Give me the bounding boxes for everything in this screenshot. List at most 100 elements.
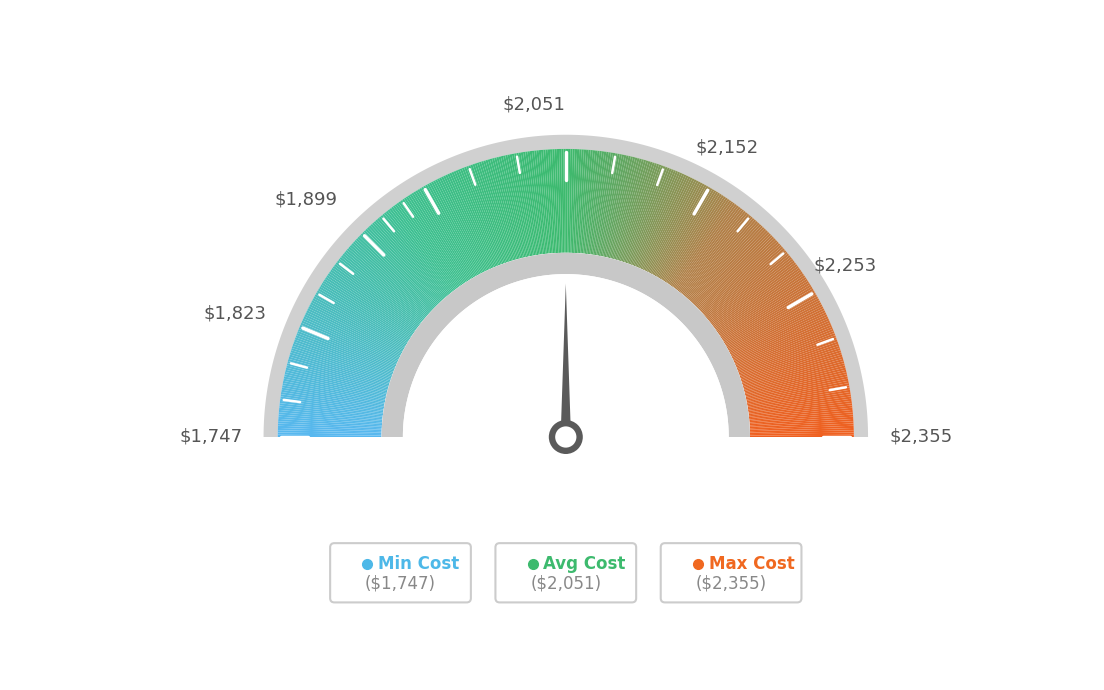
Polygon shape <box>337 260 421 325</box>
Polygon shape <box>309 304 402 353</box>
Polygon shape <box>611 157 637 259</box>
Text: $1,747: $1,747 <box>179 428 242 446</box>
Polygon shape <box>327 275 414 335</box>
Polygon shape <box>596 152 615 255</box>
Polygon shape <box>747 392 851 410</box>
Polygon shape <box>603 155 626 257</box>
Polygon shape <box>433 180 482 273</box>
Polygon shape <box>620 161 652 262</box>
Polygon shape <box>700 240 777 312</box>
Polygon shape <box>737 331 835 371</box>
Polygon shape <box>461 168 501 265</box>
Polygon shape <box>278 419 382 427</box>
Polygon shape <box>336 262 420 326</box>
Polygon shape <box>439 177 486 272</box>
Polygon shape <box>657 187 711 278</box>
Polygon shape <box>348 246 427 316</box>
Text: Avg Cost: Avg Cost <box>543 555 626 573</box>
Polygon shape <box>574 149 582 253</box>
Polygon shape <box>607 157 633 258</box>
Polygon shape <box>746 381 849 402</box>
Polygon shape <box>659 189 714 279</box>
Polygon shape <box>713 264 797 328</box>
Polygon shape <box>581 150 591 253</box>
Polygon shape <box>279 401 383 415</box>
Polygon shape <box>675 204 737 289</box>
Polygon shape <box>750 421 853 428</box>
Polygon shape <box>690 224 762 302</box>
Polygon shape <box>646 177 692 272</box>
Polygon shape <box>716 271 803 333</box>
Polygon shape <box>744 366 846 393</box>
Polygon shape <box>427 184 478 275</box>
Polygon shape <box>639 172 682 268</box>
Polygon shape <box>612 158 639 259</box>
Polygon shape <box>280 394 384 411</box>
Polygon shape <box>735 323 831 365</box>
Polygon shape <box>296 335 393 373</box>
Polygon shape <box>670 200 732 286</box>
Polygon shape <box>390 208 454 291</box>
Polygon shape <box>382 253 750 437</box>
Polygon shape <box>587 151 602 255</box>
Polygon shape <box>650 181 701 274</box>
Polygon shape <box>648 179 697 273</box>
Polygon shape <box>286 368 388 394</box>
Polygon shape <box>286 366 388 393</box>
Polygon shape <box>601 154 622 257</box>
Polygon shape <box>458 169 498 266</box>
Text: $2,253: $2,253 <box>814 256 877 275</box>
Polygon shape <box>291 346 391 380</box>
Polygon shape <box>372 222 443 301</box>
Polygon shape <box>566 149 569 253</box>
Polygon shape <box>314 296 405 348</box>
Polygon shape <box>597 153 617 256</box>
Polygon shape <box>359 235 435 309</box>
Polygon shape <box>655 184 707 276</box>
Polygon shape <box>325 277 413 336</box>
Polygon shape <box>595 152 613 255</box>
Polygon shape <box>741 348 840 382</box>
Polygon shape <box>284 379 385 401</box>
Polygon shape <box>404 197 464 285</box>
Polygon shape <box>750 410 852 421</box>
Polygon shape <box>354 240 432 312</box>
Polygon shape <box>338 259 421 324</box>
Polygon shape <box>293 344 392 379</box>
Polygon shape <box>747 385 850 405</box>
Polygon shape <box>702 243 781 314</box>
Polygon shape <box>665 194 722 282</box>
Polygon shape <box>750 415 853 424</box>
Polygon shape <box>283 381 385 402</box>
Polygon shape <box>302 319 397 362</box>
Polygon shape <box>278 412 382 422</box>
Polygon shape <box>332 266 417 328</box>
Polygon shape <box>508 155 530 257</box>
Polygon shape <box>649 180 699 273</box>
Polygon shape <box>479 161 511 262</box>
Polygon shape <box>299 327 395 368</box>
Polygon shape <box>358 237 434 310</box>
Polygon shape <box>638 172 680 268</box>
Polygon shape <box>669 199 730 286</box>
Polygon shape <box>290 350 390 383</box>
Polygon shape <box>721 283 810 339</box>
Polygon shape <box>722 284 811 341</box>
Text: ($2,051): ($2,051) <box>530 575 602 593</box>
Polygon shape <box>280 392 384 410</box>
Polygon shape <box>628 166 666 264</box>
Polygon shape <box>726 296 818 348</box>
Polygon shape <box>745 374 848 398</box>
Polygon shape <box>719 277 807 336</box>
FancyBboxPatch shape <box>660 543 802 602</box>
Polygon shape <box>688 221 758 299</box>
Polygon shape <box>382 214 449 295</box>
Polygon shape <box>412 193 468 282</box>
Polygon shape <box>704 246 784 316</box>
Polygon shape <box>278 426 382 431</box>
Polygon shape <box>736 327 832 368</box>
Polygon shape <box>526 152 541 255</box>
Polygon shape <box>711 259 794 324</box>
Polygon shape <box>287 363 388 391</box>
Polygon shape <box>475 163 509 262</box>
